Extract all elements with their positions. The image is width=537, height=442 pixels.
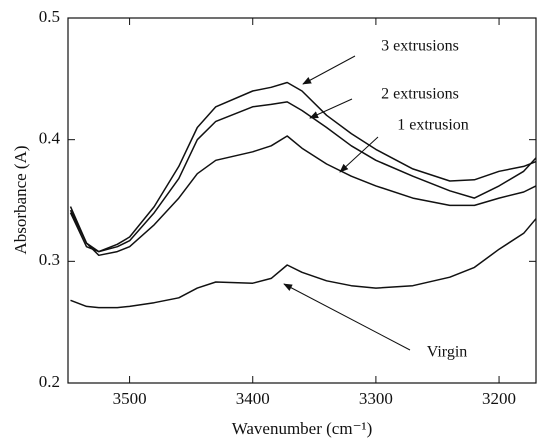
y-tick-label: 0.4 — [39, 129, 61, 148]
x-tick-label: 3300 — [359, 389, 393, 408]
x-tick-label: 3500 — [113, 389, 147, 408]
arrow — [309, 98, 353, 119]
series-line — [70, 218, 537, 309]
annotation-arrows — [283, 55, 411, 351]
arrow — [302, 55, 356, 85]
annotation: Virgin — [427, 344, 468, 361]
annotation: 2 extrusions — [381, 86, 459, 103]
x-tick-label: 3200 — [482, 389, 516, 408]
arrow — [339, 136, 379, 173]
x-tick-label: 3400 — [236, 389, 270, 408]
series-line — [69, 101, 537, 253]
y-tick-label: 0.3 — [39, 250, 60, 269]
arrow — [283, 283, 411, 351]
annotation: 3 extrusions — [381, 38, 459, 55]
y-tick-label: 0.2 — [39, 372, 60, 391]
annotation: 1 extrusion — [397, 117, 469, 134]
plot-frame — [67, 17, 537, 384]
x-axis-label: Wavenumber (cm⁻¹) — [232, 419, 373, 438]
y-tick-label: 0.5 — [39, 7, 60, 26]
series-line — [69, 81, 537, 253]
y-axis-label: Absorbance (A) — [11, 145, 30, 254]
series-line — [69, 135, 537, 257]
